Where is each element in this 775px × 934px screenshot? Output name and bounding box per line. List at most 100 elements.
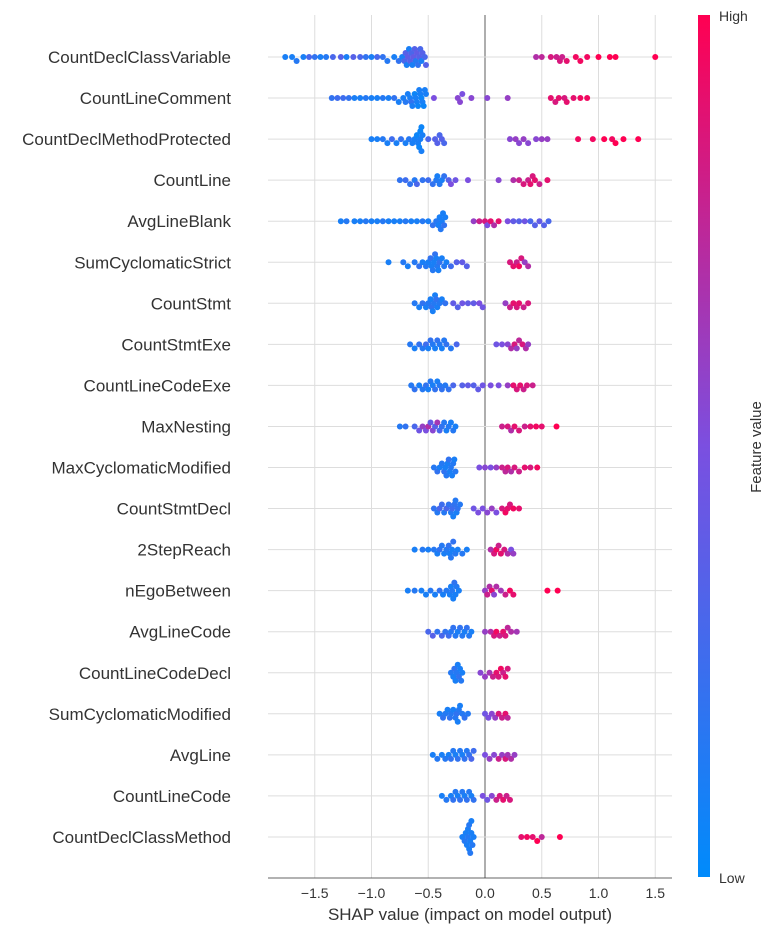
- data-point: [402, 140, 409, 147]
- data-point: [493, 509, 500, 516]
- data-point: [508, 345, 515, 352]
- data-point: [589, 136, 596, 143]
- data-point: [536, 218, 543, 225]
- data-point: [454, 718, 461, 725]
- data-point: [411, 386, 418, 393]
- data-point: [351, 95, 358, 102]
- data-point: [534, 464, 541, 471]
- data-point: [499, 423, 506, 430]
- data-point: [362, 54, 369, 60]
- data-point: [563, 99, 570, 106]
- data-point: [379, 136, 386, 143]
- x-tick-label: 1.5: [646, 885, 666, 901]
- data-point: [395, 99, 402, 106]
- data-point: [415, 62, 422, 68]
- data-point: [500, 796, 507, 803]
- data-point: [450, 538, 457, 545]
- data-point: [447, 755, 454, 762]
- feature-label: CountStmtDecl: [117, 500, 231, 519]
- data-point: [407, 181, 414, 188]
- data-point: [512, 136, 519, 143]
- data-point: [620, 136, 627, 143]
- data-point: [513, 386, 520, 393]
- data-point: [436, 587, 443, 594]
- feature-label: CountDeclMethodProtected: [22, 130, 231, 149]
- data-point: [477, 669, 484, 676]
- data-point: [419, 546, 426, 553]
- data-point: [459, 382, 466, 389]
- data-point: [518, 833, 525, 840]
- data-point: [545, 218, 552, 225]
- data-point: [411, 259, 418, 266]
- data-point: [451, 456, 458, 463]
- data-point: [340, 95, 347, 102]
- data-point: [447, 345, 454, 352]
- data-point: [499, 714, 506, 721]
- feature-label: AvgLineBlank: [127, 212, 231, 231]
- data-point: [422, 591, 429, 598]
- feature-label: 2StepReach: [137, 541, 231, 560]
- feature-label: CountLineCodeDecl: [79, 664, 231, 683]
- data-point: [432, 386, 439, 393]
- data-point: [317, 54, 324, 60]
- data-point: [416, 427, 423, 434]
- data-point: [445, 542, 452, 549]
- data-point: [470, 796, 477, 803]
- data-point: [504, 423, 511, 430]
- data-point: [584, 95, 591, 102]
- data-point: [499, 464, 506, 471]
- data-point: [438, 296, 445, 303]
- data-point: [495, 177, 502, 184]
- colorbar-title: Feature value: [748, 401, 765, 493]
- data-point: [368, 136, 375, 143]
- data-point: [470, 505, 477, 512]
- data-point: [502, 591, 509, 598]
- data-point: [419, 423, 426, 430]
- data-point: [454, 304, 461, 311]
- data-point: [533, 423, 540, 430]
- data-point: [425, 386, 432, 393]
- data-point: [502, 300, 509, 307]
- data-point: [416, 263, 423, 270]
- data-point: [531, 222, 538, 229]
- data-point: [492, 714, 499, 721]
- data-point: [415, 103, 422, 110]
- data-point: [450, 513, 457, 520]
- data-point: [452, 423, 459, 430]
- data-point: [459, 91, 466, 98]
- data-point: [491, 751, 498, 758]
- data-point: [584, 54, 591, 60]
- feature-label: CountStmt: [151, 294, 232, 313]
- data-point: [555, 95, 562, 102]
- data-point: [427, 587, 434, 594]
- x-axis-ticks: −1.5 −1.0 −0.5 0.0 0.5 1.0 1.5: [301, 885, 665, 901]
- data-point: [470, 300, 477, 307]
- data-point: [468, 817, 475, 824]
- data-point: [479, 505, 486, 512]
- data-point: [418, 587, 425, 594]
- data-point: [429, 632, 436, 639]
- data-point: [510, 550, 517, 557]
- data-point: [418, 124, 425, 131]
- data-point: [595, 54, 602, 60]
- data-point: [485, 714, 492, 721]
- data-point: [385, 218, 392, 225]
- data-point: [433, 255, 440, 262]
- data-point: [534, 837, 541, 844]
- data-point: [384, 58, 391, 64]
- data-point: [416, 382, 423, 389]
- data-point: [457, 702, 464, 709]
- data-point: [495, 542, 502, 549]
- data-point: [525, 140, 532, 147]
- data-point: [464, 177, 471, 184]
- data-point: [450, 382, 457, 389]
- data-point: [385, 259, 392, 266]
- data-point: [411, 546, 418, 553]
- data-point: [411, 423, 418, 430]
- data-point: [502, 673, 509, 680]
- data-point: [570, 95, 577, 102]
- data-point: [575, 136, 582, 143]
- data-point: [468, 755, 475, 762]
- data-point: [449, 472, 456, 479]
- data-point: [425, 136, 432, 143]
